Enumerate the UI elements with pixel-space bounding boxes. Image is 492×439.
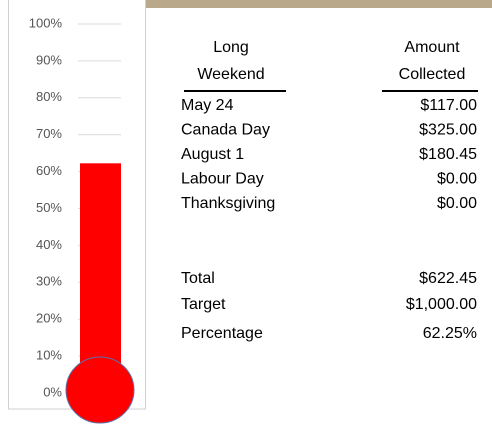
row-label: August 1 (181, 146, 244, 163)
row-label: Canada Day (181, 122, 270, 139)
chart: 0% 10% 20% 30% 40% 50% 60% 70% 80% 90% 100% Long We… (0, 0, 492, 434)
row-label: Labour Day (181, 171, 264, 188)
thermometer-bulb (66, 357, 134, 423)
row-amount: $0.00 (437, 171, 477, 188)
y-tick-label: 20% (36, 311, 62, 326)
row-amount: $117.00 (420, 97, 477, 114)
row-amount: $325.00 (419, 122, 477, 139)
row-amount: 62.25% (423, 325, 477, 342)
y-tick-label: 100% (29, 15, 63, 30)
y-tick-label: 90% (36, 52, 62, 67)
row-label: Target (181, 296, 226, 313)
y-tick-label: 60% (36, 163, 62, 178)
y-tick-label: 10% (36, 348, 62, 363)
background-photo (145, 0, 492, 8)
page: 0% 10% 20% 30% 40% 50% 60% 70% 80% 90% 100% Long We… (0, 0, 492, 434)
row-amount: $1,000.00 (406, 296, 477, 313)
y-tick-label: 0% (43, 384, 62, 399)
row-label: Thanksgiving (181, 195, 275, 212)
y-tick-label: 40% (36, 237, 62, 252)
row-label: May 24 (181, 97, 234, 114)
row-amount: $0.00 (437, 195, 477, 212)
table-header: Amount (404, 39, 460, 56)
table-header: Collected (399, 66, 466, 83)
y-tick-label: 50% (36, 200, 62, 215)
row-amount: $622.45 (419, 270, 477, 287)
chart-panel (9, 0, 146, 409)
row-label: Percentage (181, 325, 263, 342)
y-tick-label: 80% (36, 89, 62, 104)
row-amount: $180.45 (419, 146, 477, 163)
table-header: Weekend (197, 66, 264, 83)
y-tick-label: 30% (36, 274, 62, 289)
row-label: Total (181, 270, 215, 287)
table-header: Long (213, 39, 249, 56)
y-tick-label: 70% (36, 126, 62, 141)
